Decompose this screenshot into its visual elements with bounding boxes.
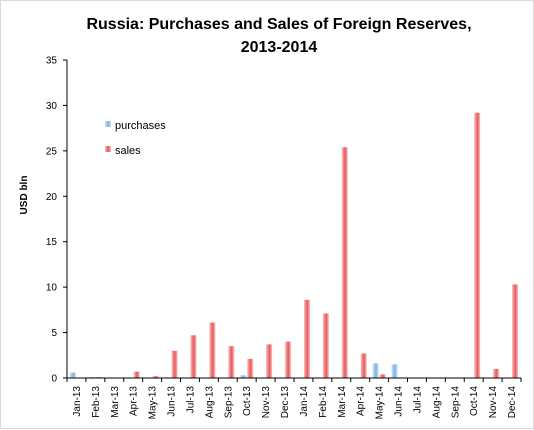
y-tick-label: 5 <box>51 328 57 339</box>
legend-label-purchases: purchases <box>115 120 166 132</box>
x-tick-label: Feb-14 <box>318 386 329 418</box>
y-tick-label: 30 <box>46 101 58 112</box>
x-tick-label: Oct-13 <box>242 386 253 416</box>
bar-sales-May-13 <box>152 376 159 378</box>
x-tick-label: Jul-13 <box>185 386 196 414</box>
x-tick-label: Aug-13 <box>204 386 215 419</box>
bar-sales-Dec-14 <box>512 284 519 378</box>
bar-sales-Apr-13 <box>133 371 140 378</box>
bar-sales-Feb-14 <box>322 313 329 378</box>
x-tick-label: Oct-14 <box>469 386 480 416</box>
y-tick-label: 35 <box>46 56 58 67</box>
legend-swatch-purchases <box>105 121 111 127</box>
bar-sales-Jun-13 <box>171 350 178 378</box>
x-tick-label: Jun-13 <box>167 386 178 417</box>
x-tick-label: Apr-14 <box>356 386 367 416</box>
y-axis-label: USD bln <box>19 176 30 215</box>
bar-sales-Jan-14 <box>303 299 310 378</box>
x-tick-label: Apr-13 <box>129 386 140 416</box>
y-tick-label: 15 <box>46 237 58 248</box>
bar-purchases-Jan-13 <box>69 372 76 378</box>
x-tick-label: Jan-14 <box>299 386 310 417</box>
bar-sales-Sep-13 <box>228 346 235 378</box>
x-tick-label: Jan-13 <box>72 386 83 417</box>
legend-swatch-sales <box>105 146 111 152</box>
y-tick-label: 0 <box>51 374 57 385</box>
x-tick-label: Dec-14 <box>507 386 518 419</box>
bar-sales-Nov-13 <box>266 344 273 378</box>
bar-sales-Nov-14 <box>493 368 500 378</box>
chart-title: Russia: Purchases and Sales of Foreign R… <box>86 16 471 33</box>
bar-sales-Mar-14 <box>341 147 348 378</box>
legend: purchases sales <box>105 120 166 157</box>
bar-sales-Jul-13 <box>190 335 197 378</box>
x-tick-label: Aug-14 <box>431 386 442 419</box>
y-tick-label: 10 <box>46 283 58 294</box>
x-tick-label: Mar-13 <box>110 386 121 418</box>
bars <box>69 112 519 378</box>
x-tick-label: May-14 <box>375 386 386 420</box>
bar-sales-Dec-13 <box>285 341 292 378</box>
y-tick-label: 20 <box>46 192 58 203</box>
bar-sales-Oct-13 <box>247 358 254 378</box>
legend-label-sales: sales <box>115 145 141 157</box>
bar-sales-Apr-14 <box>360 353 367 378</box>
y-tick-label: 25 <box>46 146 58 157</box>
x-tick-label: Sep-13 <box>223 386 234 419</box>
x-tick-label: Dec-13 <box>280 386 291 419</box>
x-tick-label: Mar-14 <box>337 386 348 418</box>
y-axis-ticks: 0 5 10 15 20 25 30 35 <box>46 56 67 385</box>
x-tick-label: Nov-13 <box>261 386 272 419</box>
x-axis-ticks: Jan-13 Feb-13 Mar-13 Apr-13 May-13 Jun-13 Jul-… <box>66 378 522 420</box>
x-tick-label: Nov-14 <box>488 386 499 419</box>
x-tick-label: Feb-13 <box>91 386 102 418</box>
x-tick-label: Jun-14 <box>394 386 405 417</box>
bar-purchases-May-14 <box>372 363 379 378</box>
chart-title-line2: 2013-2014 <box>241 39 318 56</box>
bar-purchases-Jun-14 <box>391 364 398 378</box>
bar-sales-Oct-14 <box>474 112 481 378</box>
bar-purchases-Oct-13 <box>240 375 247 378</box>
x-tick-label: Jul-14 <box>412 386 423 414</box>
bar-sales-Aug-13 <box>209 322 216 378</box>
x-tick-label: May-13 <box>148 386 159 420</box>
bar-sales-May-14 <box>379 374 386 378</box>
x-tick-label: Sep-14 <box>450 386 461 419</box>
